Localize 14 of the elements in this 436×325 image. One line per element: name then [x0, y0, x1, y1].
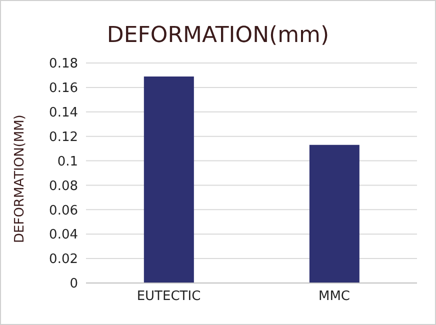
y-tick-label: 0.02: [49, 252, 78, 268]
y-tick-label: 0: [70, 276, 78, 292]
y-tick-label: 0.04: [49, 228, 78, 243]
y-tick-label: 0.06: [49, 203, 78, 218]
x-tick-label: EUTECTIC: [136, 289, 201, 304]
y-tick-label: 0.08: [49, 178, 78, 194]
y-tick-label: 0.18: [49, 56, 78, 72]
chart-title: DEFORMATION(mm): [106, 23, 330, 50]
y-axis-title: DEFORMATION(MM): [12, 114, 28, 243]
x-tick-label: MMC: [318, 289, 350, 304]
y-tick-label: 0.14: [49, 106, 78, 121]
y-tick-label: 0.16: [49, 81, 78, 96]
y-tick-label: 0.1: [57, 154, 78, 170]
y-tick-label: 0.12: [49, 130, 78, 145]
